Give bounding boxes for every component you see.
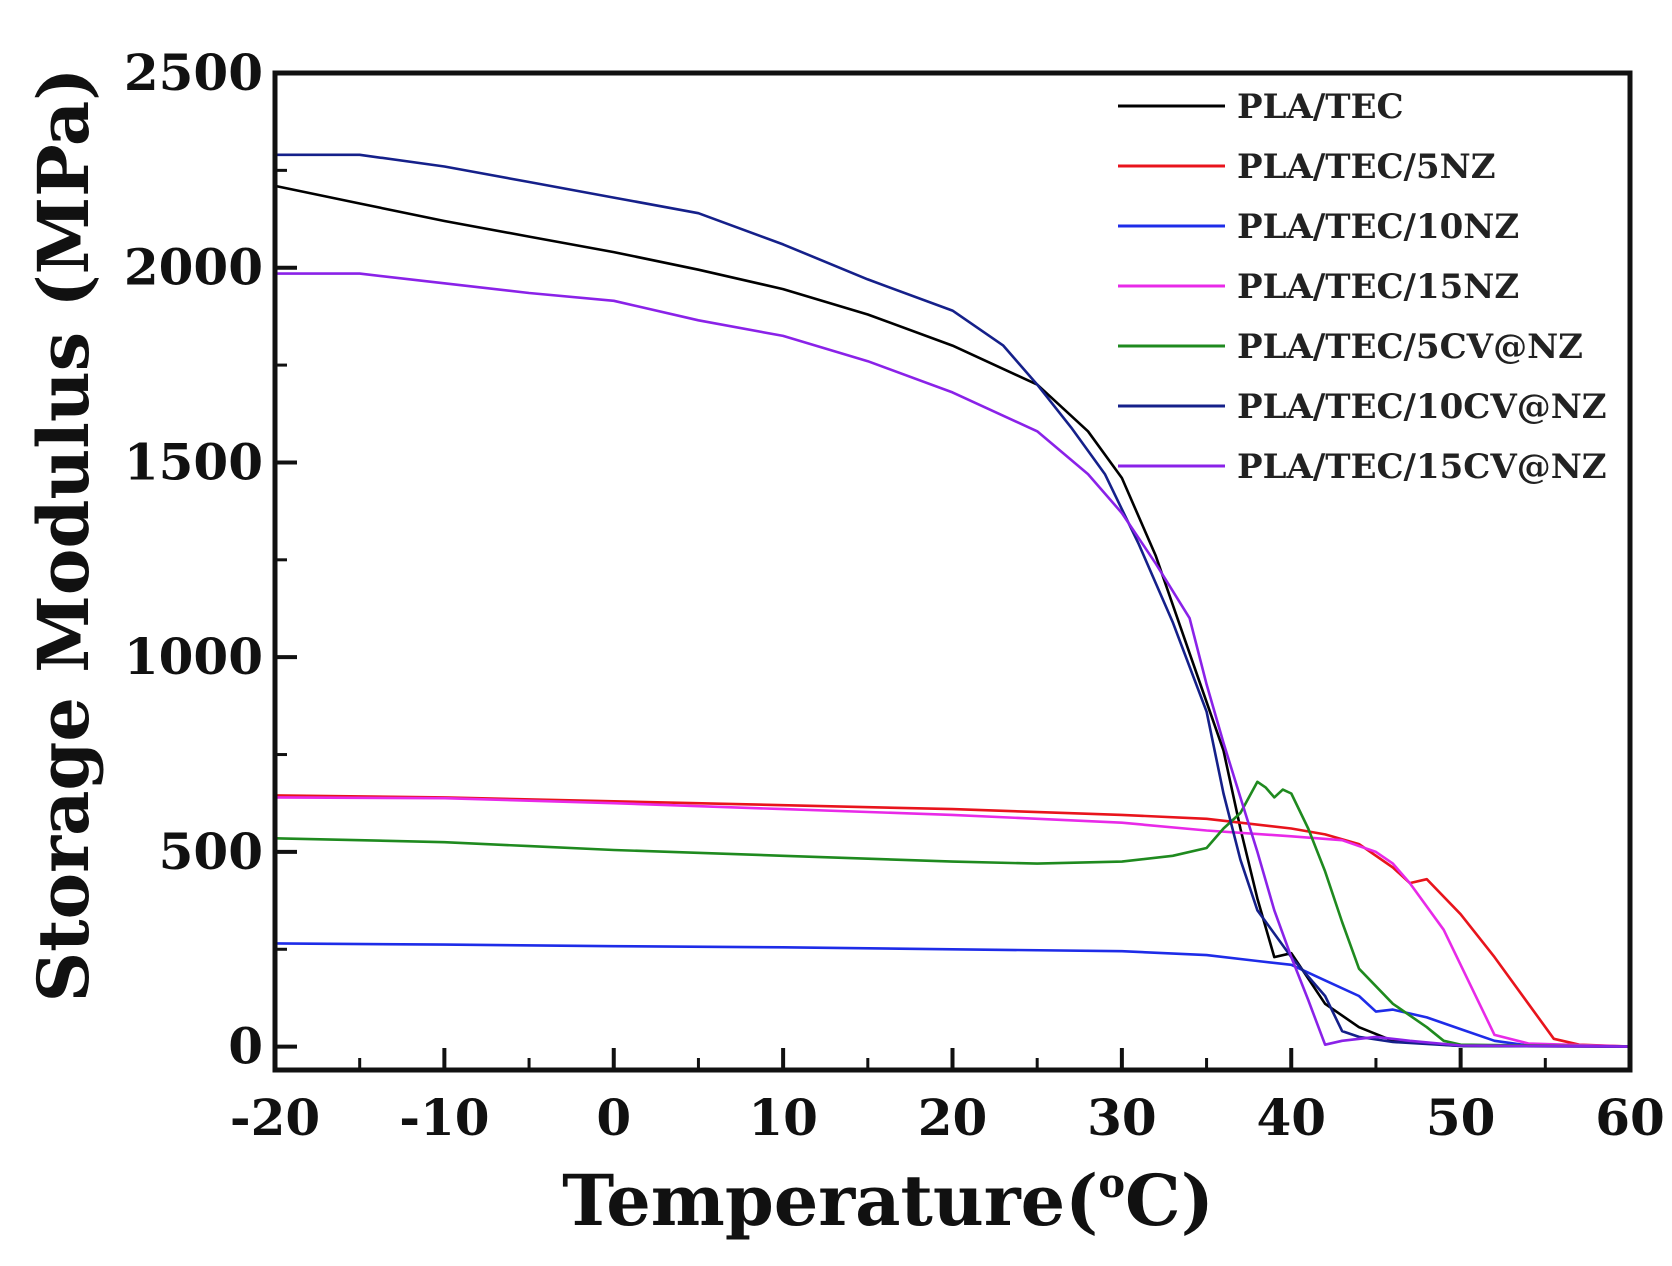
x-tick-label: 0 bbox=[596, 1088, 631, 1147]
x-axis-title-main: Temperature( bbox=[562, 1159, 1098, 1242]
y-tick-label: 0 bbox=[228, 1017, 263, 1076]
x-axis-title-superscript: o bbox=[1098, 1160, 1125, 1207]
series-line-3 bbox=[274, 942, 1631, 1048]
x-tick-label: 30 bbox=[1087, 1088, 1157, 1147]
x-axis-title: Temperature(oC) bbox=[562, 1159, 1214, 1242]
legend-label: PLA/TEC/10NZ bbox=[1237, 207, 1519, 247]
series-line-5 bbox=[274, 780, 1631, 1048]
series-line-2 bbox=[274, 794, 1631, 1048]
x-tick-label: -20 bbox=[230, 1088, 320, 1147]
x-tick-label: -10 bbox=[399, 1088, 489, 1147]
legend-label: PLA/TEC/10CV@NZ bbox=[1237, 387, 1607, 427]
y-axis-title: Storage Modulus (MPa) bbox=[22, 68, 105, 1003]
legend-label: PLA/TEC bbox=[1237, 87, 1404, 127]
x-tick-label: 20 bbox=[918, 1088, 988, 1147]
x-tick-label: 10 bbox=[748, 1088, 818, 1147]
legend-label: PLA/TEC/5NZ bbox=[1237, 147, 1496, 187]
y-tick-label: 2000 bbox=[124, 238, 263, 297]
y-tick-label: 1500 bbox=[124, 432, 263, 491]
x-tick-label: 60 bbox=[1595, 1088, 1665, 1147]
y-tick-label: 2500 bbox=[124, 43, 263, 102]
y-tick-label: 500 bbox=[159, 822, 263, 881]
legend-label: PLA/TEC/15CV@NZ bbox=[1237, 447, 1607, 487]
x-tick-label: 40 bbox=[1256, 1088, 1326, 1147]
x-axis-title-unit: C) bbox=[1125, 1159, 1214, 1242]
series-layer bbox=[274, 153, 1631, 1048]
series-line-6 bbox=[275, 153, 1631, 1048]
legend: PLA/TEC PLA/TEC/5NZ PLA/TEC/10NZ PLA/TEC/15… bbox=[1118, 87, 1607, 487]
legend-label: PLA/TEC/15NZ bbox=[1237, 267, 1519, 307]
series-line-7 bbox=[275, 272, 1631, 1048]
ticks-layer: -20 -10 0 10 20 30 40 50 60 0 500 1000 1500 2000 2500 bbox=[124, 43, 1665, 1147]
x-tick-label: 50 bbox=[1426, 1088, 1496, 1147]
series-line-4 bbox=[274, 796, 1631, 1048]
y-tick-label: 1000 bbox=[124, 627, 263, 686]
legend-label: PLA/TEC/5CV@NZ bbox=[1237, 327, 1583, 367]
